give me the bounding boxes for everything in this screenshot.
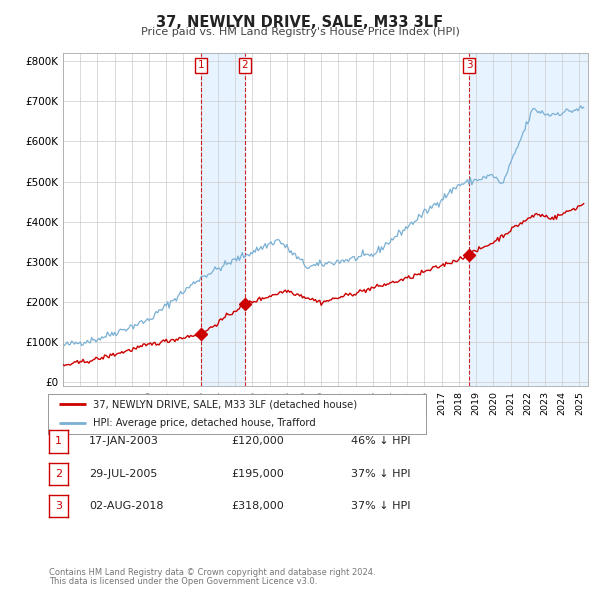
Text: 37% ↓ HPI: 37% ↓ HPI: [351, 469, 410, 478]
Text: This data is licensed under the Open Government Licence v3.0.: This data is licensed under the Open Gov…: [49, 578, 317, 586]
Bar: [469, 53, 588, 386]
Text: Price paid vs. HM Land Registry's House Price Index (HPI): Price paid vs. HM Land Registry's House …: [140, 27, 460, 37]
Text: Contains HM Land Registry data © Crown copyright and database right 2024.: Contains HM Land Registry data © Crown c…: [49, 568, 376, 577]
Text: HPI: Average price, detached house, Trafford: HPI: Average price, detached house, Traf…: [94, 418, 316, 428]
Text: 37% ↓ HPI: 37% ↓ HPI: [351, 502, 410, 511]
Text: 29-JUL-2005: 29-JUL-2005: [89, 469, 157, 478]
Text: 3: 3: [466, 60, 472, 70]
Text: 37, NEWLYN DRIVE, SALE, M33 3LF: 37, NEWLYN DRIVE, SALE, M33 3LF: [157, 15, 443, 30]
Text: 2: 2: [55, 469, 62, 478]
Text: 46% ↓ HPI: 46% ↓ HPI: [351, 437, 410, 446]
Text: 37, NEWLYN DRIVE, SALE, M33 3LF (detached house): 37, NEWLYN DRIVE, SALE, M33 3LF (detache…: [94, 399, 358, 409]
Text: 17-JAN-2003: 17-JAN-2003: [89, 437, 158, 446]
Bar: [202, 53, 245, 386]
Text: 1: 1: [198, 60, 205, 70]
Text: £120,000: £120,000: [231, 437, 284, 446]
Text: £318,000: £318,000: [231, 502, 284, 511]
Text: 1: 1: [55, 437, 62, 446]
Text: £195,000: £195,000: [231, 469, 284, 478]
Text: 3: 3: [55, 502, 62, 511]
Text: 2: 2: [242, 60, 248, 70]
Text: 02-AUG-2018: 02-AUG-2018: [89, 502, 163, 511]
